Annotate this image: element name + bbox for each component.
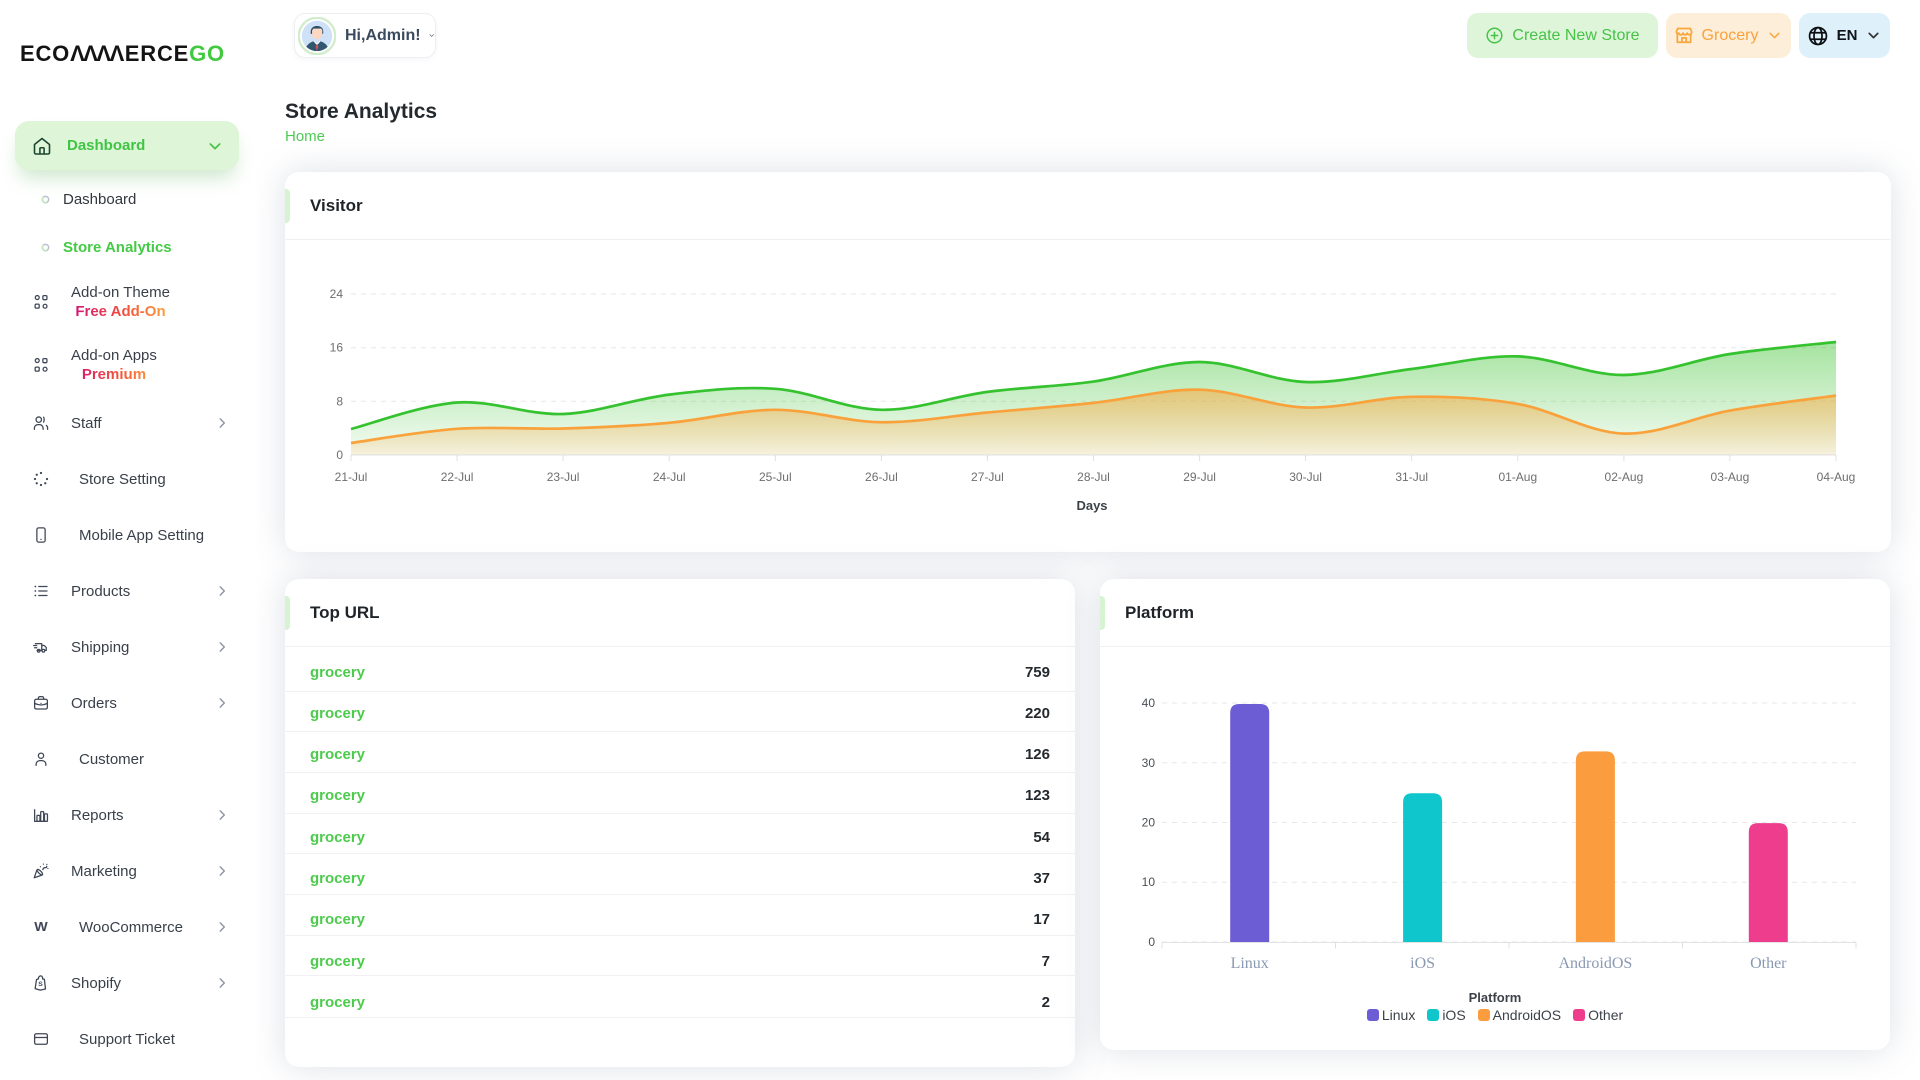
svg-text:30-Jul: 30-Jul: [1289, 470, 1322, 484]
svg-text:40: 40: [1142, 696, 1156, 710]
svg-text:23-Jul: 23-Jul: [547, 470, 580, 484]
svg-text:20: 20: [1142, 816, 1156, 830]
svg-text:Days: Days: [1076, 498, 1107, 513]
svg-text:8: 8: [336, 394, 343, 408]
svg-text:03-Aug: 03-Aug: [1711, 470, 1750, 484]
svg-text:AndroidOS: AndroidOS: [1559, 955, 1633, 972]
svg-text:Linux: Linux: [1231, 955, 1269, 972]
svg-text:0: 0: [1148, 935, 1155, 949]
svg-text:27-Jul: 27-Jul: [971, 470, 1004, 484]
svg-text:0: 0: [336, 448, 343, 462]
svg-text:iOS: iOS: [1410, 955, 1435, 972]
svg-text:10: 10: [1142, 875, 1156, 889]
svg-text:04-Aug: 04-Aug: [1817, 470, 1856, 484]
svg-text:26-Jul: 26-Jul: [865, 470, 898, 484]
svg-text:02-Aug: 02-Aug: [1605, 470, 1644, 484]
svg-text:31-Jul: 31-Jul: [1395, 470, 1428, 484]
svg-text:29-Jul: 29-Jul: [1183, 470, 1216, 484]
svg-text:21-Jul: 21-Jul: [335, 470, 368, 484]
svg-text:24: 24: [330, 287, 344, 301]
svg-text:22-Jul: 22-Jul: [441, 470, 474, 484]
svg-text:24-Jul: 24-Jul: [653, 470, 686, 484]
svg-text:Other: Other: [1750, 955, 1787, 972]
svg-text:S: S: [38, 981, 43, 988]
svg-text:01-Aug: 01-Aug: [1498, 470, 1537, 484]
svg-text:W: W: [34, 920, 48, 934]
svg-text:16: 16: [330, 341, 344, 355]
svg-text:30: 30: [1142, 756, 1156, 770]
svg-text:25-Jul: 25-Jul: [759, 470, 792, 484]
svg-text:28-Jul: 28-Jul: [1077, 470, 1110, 484]
